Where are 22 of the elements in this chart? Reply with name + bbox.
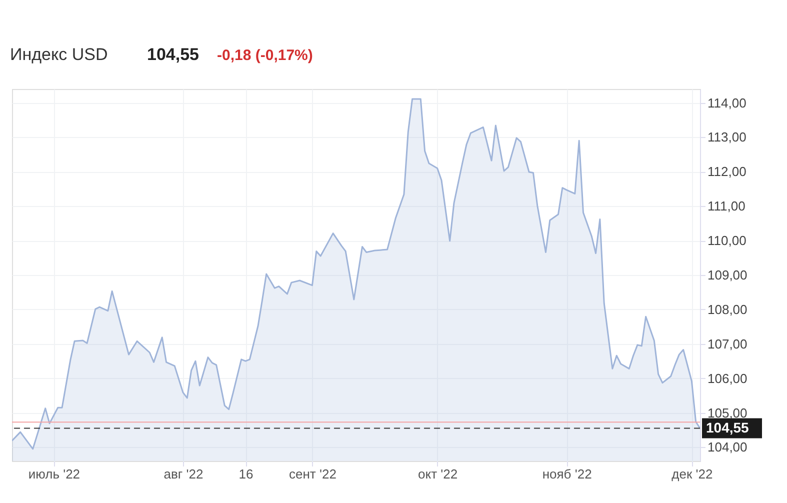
x-tick-label: дек '22 bbox=[672, 466, 713, 482]
x-tick-label: июль '22 bbox=[28, 466, 80, 482]
ref-line-label: 104,55 bbox=[706, 419, 750, 436]
y-tick-label: 111,00 bbox=[708, 198, 746, 214]
y-tick-label: 106,00 bbox=[708, 370, 748, 386]
y-tick-label: 107,00 bbox=[708, 336, 748, 352]
y-tick-label: 113,00 bbox=[708, 130, 746, 145]
x-tick-label: 16 bbox=[238, 466, 254, 482]
y-tick-label: 110,00 bbox=[708, 233, 746, 248]
x-tick-label: авг '22 bbox=[164, 466, 204, 482]
y-tick-label: 112,00 bbox=[708, 164, 746, 180]
y-tick-label: 109,00 bbox=[708, 268, 748, 282]
text: 104,55 bbox=[147, 45, 199, 64]
y-tick-label: 114,00 bbox=[708, 95, 746, 110]
y-tick-label: 108,00 bbox=[708, 302, 748, 317]
text: -0,18 (-0,17%) bbox=[217, 47, 313, 64]
x-tick-label: нояб '22 bbox=[542, 466, 592, 482]
y-tick-label: 105,00 bbox=[708, 405, 748, 420]
y-tick-label: 104,00 bbox=[708, 440, 748, 455]
x-tick-label: сент '22 bbox=[289, 466, 336, 482]
x-tick-label: окт '22 bbox=[418, 466, 458, 482]
chart-title: Индекс USD bbox=[10, 45, 108, 64]
